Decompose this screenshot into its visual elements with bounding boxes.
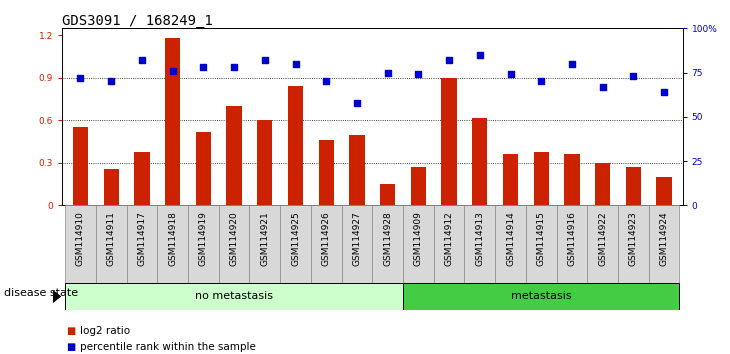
Bar (434, 205, 464, 283)
Bar (288, 86, 303, 205)
Text: GSM114923: GSM114923 (629, 212, 638, 266)
Text: GSM114927: GSM114927 (353, 212, 361, 266)
Bar (126, 205, 157, 283)
Bar (411, 167, 426, 205)
Text: GSM114918: GSM114918 (168, 212, 177, 267)
Text: GDS3091 / 168249_1: GDS3091 / 168249_1 (62, 14, 213, 28)
Bar (157, 205, 188, 283)
Point (628, 73, 639, 79)
Text: log2 ratio: log2 ratio (80, 326, 131, 336)
Bar (403, 205, 434, 283)
Text: GSM114928: GSM114928 (383, 212, 392, 266)
Bar (250, 205, 280, 283)
Bar (649, 205, 680, 283)
Bar (280, 205, 311, 283)
Point (320, 79, 332, 84)
Point (535, 79, 547, 84)
Bar (534, 152, 549, 205)
Bar (311, 205, 342, 283)
Point (443, 57, 455, 63)
Text: GSM114925: GSM114925 (291, 212, 300, 266)
Point (166, 68, 178, 74)
Point (412, 72, 424, 77)
Text: GSM114909: GSM114909 (414, 212, 423, 267)
Bar (380, 184, 396, 205)
Bar (372, 205, 403, 283)
Point (351, 100, 363, 105)
Bar (472, 118, 488, 205)
Bar (342, 205, 372, 283)
Point (597, 84, 609, 90)
Text: ■: ■ (66, 326, 75, 336)
Bar (165, 38, 180, 205)
Bar (564, 154, 580, 205)
Text: GSM114911: GSM114911 (107, 212, 115, 267)
Text: GSM114922: GSM114922 (598, 212, 607, 266)
Bar (442, 78, 457, 205)
Point (198, 64, 210, 70)
Text: GSM114912: GSM114912 (445, 212, 453, 266)
Bar (134, 152, 150, 205)
Bar (526, 205, 556, 283)
Point (105, 79, 117, 84)
Point (259, 57, 271, 63)
Text: GSM114921: GSM114921 (261, 212, 269, 266)
Text: GSM114919: GSM114919 (199, 212, 208, 267)
Bar (65, 283, 403, 310)
Bar (349, 135, 364, 205)
Bar (626, 167, 641, 205)
Bar (618, 205, 649, 283)
Bar (595, 163, 610, 205)
Bar (588, 205, 618, 283)
Bar (104, 169, 119, 205)
Bar (96, 205, 126, 283)
Text: percentile rank within the sample: percentile rank within the sample (80, 342, 256, 352)
Text: GSM114913: GSM114913 (475, 212, 484, 267)
Text: GSM114917: GSM114917 (137, 212, 147, 267)
Bar (188, 205, 219, 283)
Bar (556, 205, 588, 283)
Point (228, 64, 240, 70)
Bar (503, 154, 518, 205)
Text: GSM114926: GSM114926 (322, 212, 331, 266)
Text: GSM114924: GSM114924 (660, 212, 669, 266)
Text: GSM114915: GSM114915 (537, 212, 546, 267)
Text: GSM114914: GSM114914 (506, 212, 515, 266)
Text: GSM114910: GSM114910 (76, 212, 85, 267)
Bar (65, 205, 96, 283)
Bar (656, 177, 672, 205)
Bar (219, 205, 250, 283)
Point (658, 89, 670, 95)
Bar (495, 205, 526, 283)
Text: no metastasis: no metastasis (195, 291, 273, 302)
Point (136, 57, 147, 63)
Polygon shape (53, 290, 61, 303)
Point (74, 75, 86, 81)
Bar (318, 140, 334, 205)
Point (474, 52, 485, 58)
Point (504, 72, 516, 77)
Bar (196, 132, 211, 205)
Text: GSM114916: GSM114916 (567, 212, 577, 267)
Text: disease state: disease state (4, 288, 78, 298)
Bar (226, 106, 242, 205)
Point (566, 61, 578, 67)
Point (290, 61, 301, 67)
Text: GSM114920: GSM114920 (229, 212, 239, 266)
Bar (73, 127, 88, 205)
Bar (464, 205, 495, 283)
Text: metastasis: metastasis (511, 291, 572, 302)
Bar (403, 283, 680, 310)
Text: ■: ■ (66, 342, 75, 352)
Bar (257, 120, 272, 205)
Point (382, 70, 393, 75)
